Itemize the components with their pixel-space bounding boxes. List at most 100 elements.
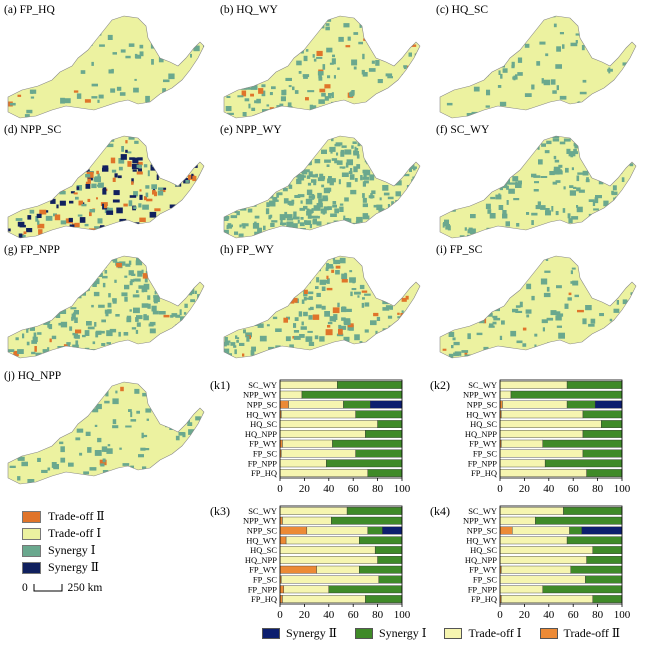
region-boundary: [7, 135, 205, 239]
map-patch: [104, 207, 110, 214]
map-patch: [53, 141, 58, 146]
map-patch: [261, 90, 266, 97]
map-patch: [139, 44, 144, 49]
scale-bar: 0 250 km: [22, 582, 102, 594]
map-patch: [364, 329, 369, 333]
map-patch: [91, 183, 97, 189]
map-patch: [202, 58, 204, 64]
map-patch: [469, 159, 474, 164]
map-patch: [130, 477, 135, 481]
map-patch: [156, 355, 160, 358]
map-patch: [488, 325, 495, 328]
map-patch: [540, 205, 546, 210]
map-patch: [303, 55, 308, 62]
map-patch: [609, 40, 616, 45]
map-patch: [49, 181, 53, 185]
map-patch: [276, 227, 283, 232]
map-patch: [112, 52, 117, 55]
map-patch: [51, 44, 55, 48]
map-patch: [471, 172, 475, 175]
map-patch: [234, 178, 241, 182]
map-patch: [606, 19, 613, 23]
map-patch: [237, 189, 244, 194]
map-patch: [322, 229, 326, 235]
map-patch: [292, 86, 295, 91]
map-patch: [476, 143, 482, 150]
map-patch: [77, 214, 83, 217]
map-patch: [153, 300, 158, 304]
map-patch: [15, 218, 23, 221]
map-patch: [142, 204, 149, 210]
map-patch: [306, 27, 309, 31]
map-patch: [52, 385, 55, 388]
map-patch: [43, 314, 48, 319]
map-panel-c: (c) HQ_SC: [432, 2, 642, 122]
map-patch: [69, 157, 75, 162]
map-patch: [167, 263, 170, 268]
map-patch: [55, 427, 61, 432]
map-patch: [401, 297, 407, 302]
map-patch: [42, 349, 48, 353]
map-patch: [299, 334, 305, 338]
map-patch: [563, 138, 571, 142]
map-patch: [402, 206, 406, 212]
map-patch: [18, 206, 24, 209]
map-patch: [418, 278, 420, 281]
bar-segment: [331, 516, 403, 525]
map-patch: [405, 295, 409, 300]
chart-panel-label: (k3): [210, 504, 230, 518]
map-patch: [174, 226, 179, 232]
category-label: FP_NPP: [248, 584, 278, 594]
map-patch: [60, 356, 67, 358]
map-patch: [259, 259, 266, 265]
map-patch: [327, 325, 331, 328]
map-patch: [71, 316, 74, 321]
map-patch: [188, 266, 191, 273]
map-patch: [276, 234, 280, 238]
map-patch: [12, 140, 16, 144]
map-patch: [66, 138, 70, 143]
map-patch: [162, 187, 167, 190]
map-patch: [192, 326, 200, 332]
map-patch: [362, 140, 366, 145]
map-patch: [26, 328, 29, 333]
map-patch: [344, 197, 349, 202]
map-patch: [239, 224, 242, 228]
x-tick-label: 40: [323, 609, 335, 621]
map-patch: [43, 415, 47, 420]
map-patch: [399, 112, 403, 115]
map-patch: [234, 149, 238, 153]
map-patch: [46, 142, 50, 146]
map-patch: [555, 315, 562, 321]
map-patch: [310, 256, 317, 261]
map-patch: [93, 291, 100, 297]
map-patch: [132, 294, 140, 298]
map-patch: [76, 186, 80, 190]
map-patch: [522, 343, 527, 347]
map-patch: [163, 345, 170, 349]
map-patch: [314, 159, 321, 164]
map-patch: [47, 347, 50, 353]
map-patch: [301, 275, 308, 280]
map-patch: [149, 328, 156, 334]
map-patch: [30, 266, 37, 270]
map-patch: [97, 173, 100, 179]
map-patch: [282, 187, 288, 192]
x-tick-label: 0: [497, 609, 503, 621]
map-patch: [195, 349, 198, 353]
map-patch: [233, 357, 236, 358]
map-patch: [445, 284, 448, 287]
map-patch: [181, 354, 186, 358]
map-patch: [73, 276, 76, 279]
map-patch: [458, 269, 462, 274]
map-patch: [295, 31, 302, 36]
legend-label-tradeoff2: Trade-off Ⅱ: [48, 509, 105, 523]
map-patch: [575, 40, 578, 44]
map-patch: [59, 285, 65, 290]
map-patch: [406, 89, 414, 95]
map-patch: [626, 337, 632, 341]
map-patch: [186, 262, 193, 267]
map-patch: [552, 138, 560, 142]
map-patch: [195, 416, 201, 421]
category-label: HQ_NPP: [245, 429, 277, 439]
